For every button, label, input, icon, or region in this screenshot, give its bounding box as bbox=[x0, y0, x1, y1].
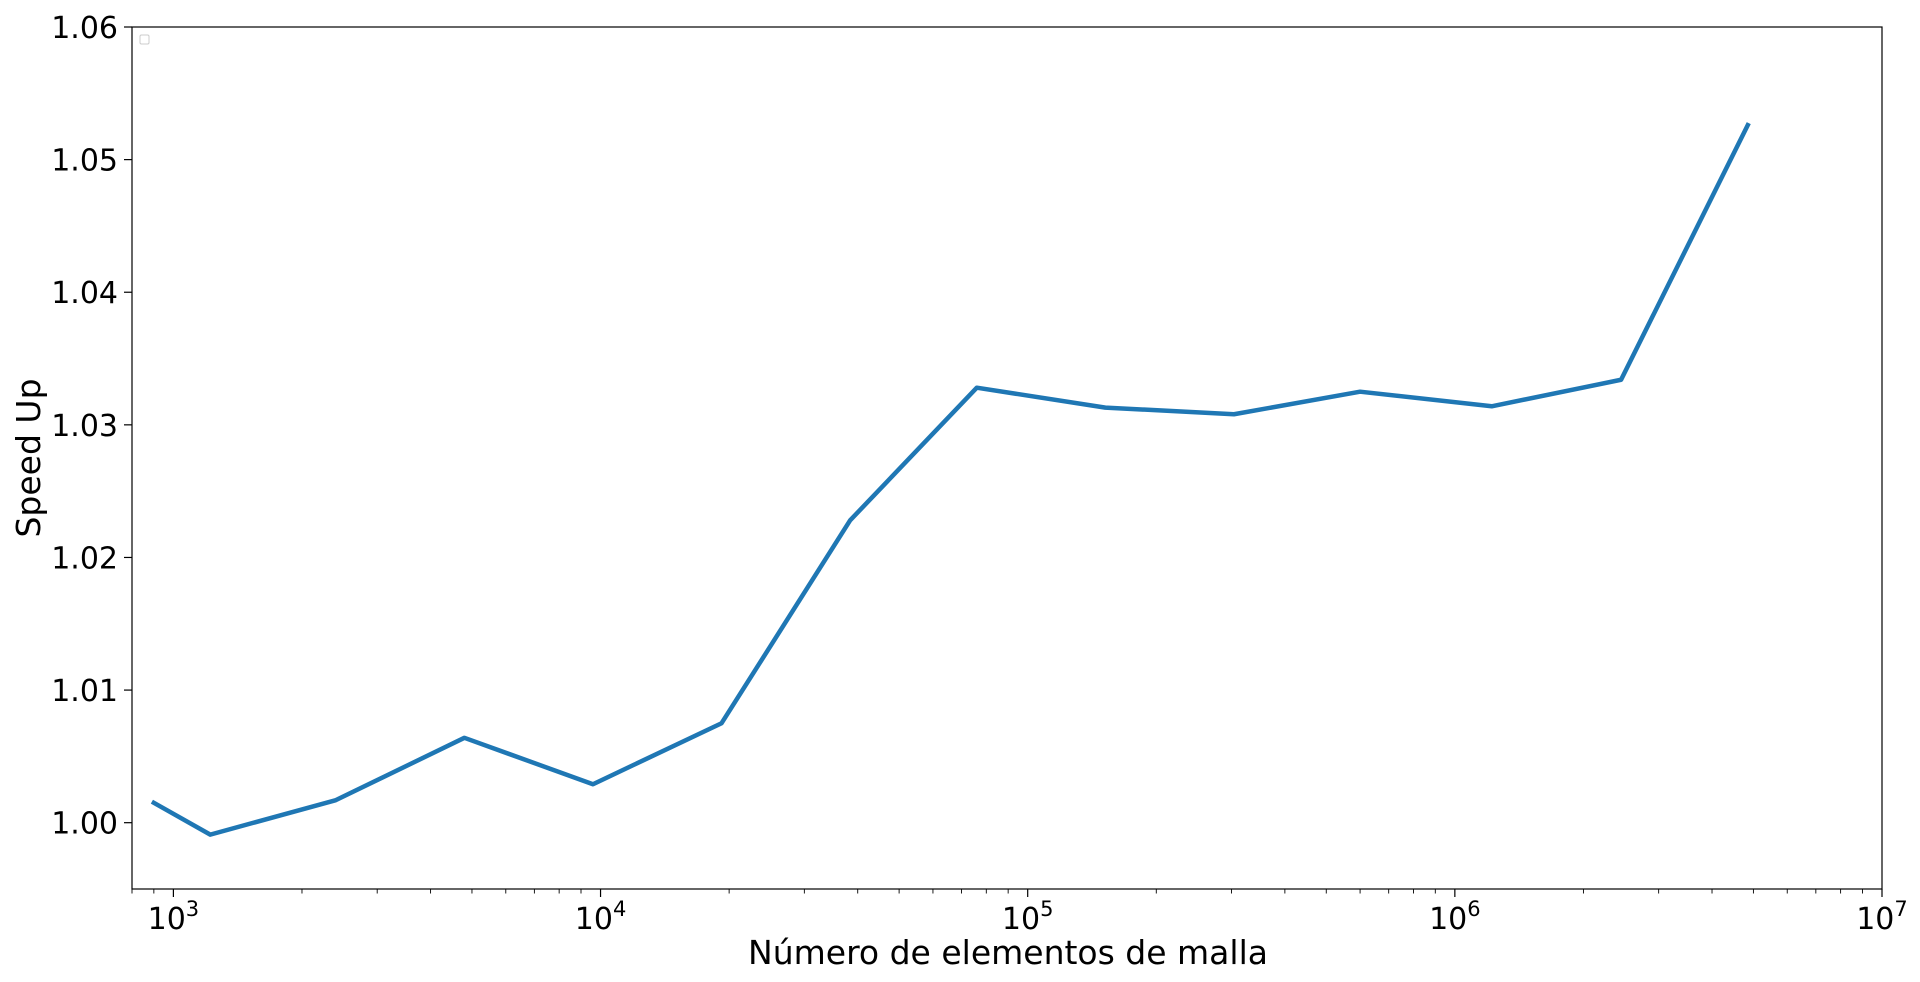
x-axis-label: Número de elementos de malla bbox=[748, 933, 1268, 972]
y-tick-label: 1.01 bbox=[51, 674, 118, 709]
x-tick-label: 103 bbox=[148, 897, 200, 937]
series-group bbox=[150, 122, 1751, 837]
x-tick-label: 107 bbox=[1856, 897, 1908, 937]
y-tick-label: 1.03 bbox=[51, 409, 118, 444]
legend-box bbox=[139, 34, 150, 45]
y-tick-label: 1.00 bbox=[51, 807, 118, 842]
x-axis-ticks: 103 104 105 106 107 bbox=[131, 889, 1908, 937]
y-tick-label: 1.04 bbox=[51, 276, 118, 311]
plot-frame bbox=[131, 26, 1883, 890]
y-axis-ticks: 1.00 1.01 1.02 1.03 1.04 1.05 1.06 bbox=[51, 11, 132, 842]
y-tick-label: 1.05 bbox=[51, 144, 118, 179]
y-tick-label: 1.06 bbox=[51, 11, 118, 46]
x-tick-label: 106 bbox=[1429, 897, 1481, 937]
x-tick-label: 104 bbox=[575, 897, 627, 937]
y-axis-label: Speed Up bbox=[9, 378, 48, 537]
y-tick-label: 1.02 bbox=[51, 541, 118, 576]
x-tick-label: 105 bbox=[1002, 897, 1054, 937]
series-line bbox=[150, 122, 1751, 837]
plot-area-border bbox=[131, 26, 1883, 890]
